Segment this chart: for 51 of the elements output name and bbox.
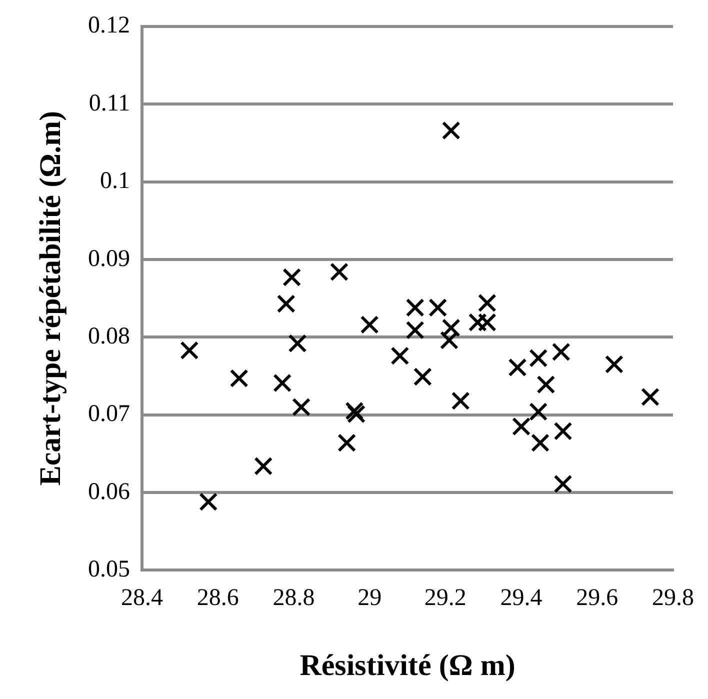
point [451, 392, 470, 410]
x-tick-label: 29.6 [576, 584, 618, 611]
point [282, 268, 302, 287]
x-axis-title: Résistivité (Ω m) [300, 648, 516, 682]
point [604, 355, 624, 374]
y-tick-label: 0.05 [88, 556, 130, 582]
point [536, 375, 556, 394]
point [347, 404, 366, 424]
y-tick-label: 0.08 [88, 323, 130, 350]
x-tick-label: 28.4 [121, 584, 163, 611]
y-tick-label: 0.12 [88, 12, 130, 39]
point [554, 422, 572, 440]
point [330, 262, 349, 282]
x-tick-label: 29.8 [652, 584, 694, 611]
point [554, 474, 572, 494]
x-tick-label: 29.2 [424, 584, 466, 611]
point [360, 315, 379, 334]
y-tick-label: 0.07 [88, 401, 130, 428]
point [552, 342, 570, 362]
point [512, 417, 531, 436]
point [640, 388, 660, 406]
point [338, 434, 356, 452]
point [254, 456, 273, 476]
point [529, 402, 548, 421]
x-tick-label: 29.4 [500, 584, 542, 611]
point [276, 294, 296, 314]
point [406, 320, 424, 340]
point [529, 348, 548, 368]
point [273, 374, 292, 392]
point [199, 492, 218, 512]
point [530, 434, 550, 452]
point [413, 367, 432, 386]
point [468, 313, 487, 332]
x-tick-label: 28.8 [272, 584, 315, 611]
point [292, 398, 311, 416]
point [390, 346, 410, 366]
point [406, 298, 424, 317]
point [288, 334, 307, 353]
point [508, 358, 527, 377]
y-tick-label: 0.06 [88, 478, 130, 505]
x-tick-label: 29 [358, 584, 382, 611]
y-tick-label: 0.09 [88, 246, 130, 272]
point [230, 369, 248, 388]
point [345, 402, 364, 420]
y-axis-title: Ecart-type répétabilité (Ω.m) [34, 110, 67, 486]
point [180, 341, 199, 360]
x-tick-label: 28.6 [196, 584, 239, 611]
point [428, 298, 448, 317]
y-tick-label: 0.11 [88, 90, 130, 116]
y-tick-label: 0.1 [100, 168, 130, 194]
point [442, 121, 460, 140]
